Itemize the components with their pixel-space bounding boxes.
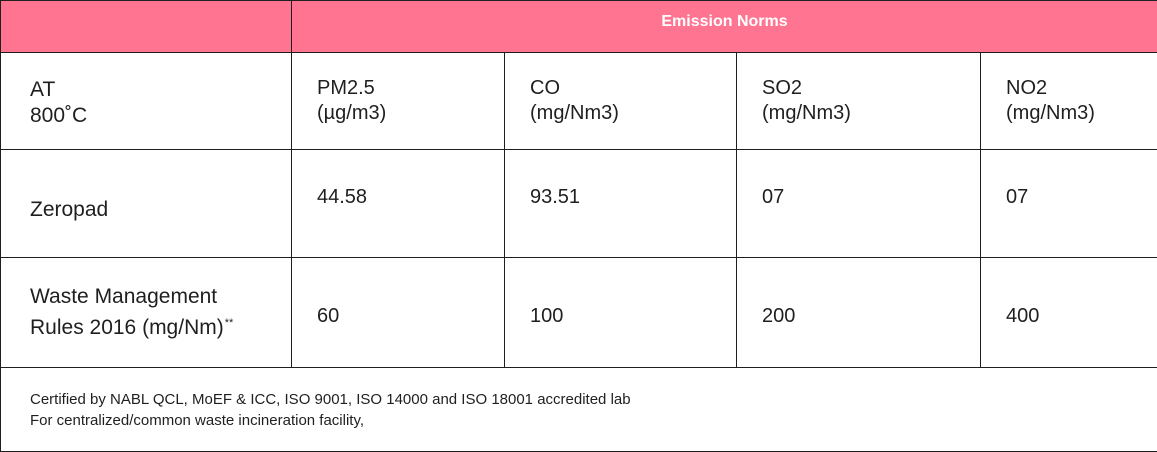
row-label-zeropad: Zeropad <box>1 150 292 258</box>
column-header-row: AT 800˚C PM2.5 (µg/m3) CO (mg/Nm3) SO2 (… <box>1 53 1157 150</box>
value-cell-pm25: 60 <box>292 258 505 368</box>
column-header-name: CO <box>530 76 736 101</box>
column-header-unit: (mg/Nm3) <box>762 101 980 126</box>
value-cell-no2: 400 <box>981 258 1157 368</box>
column-header-name: PM2.5 <box>317 76 504 101</box>
column-header-so2: SO2 (mg/Nm3) <box>737 53 981 150</box>
value-cell-so2: 200 <box>737 258 981 368</box>
value-cell-so2: 07 <box>737 150 981 258</box>
temperature-label-line2: 800˚C <box>30 103 291 129</box>
column-header-unit: (µg/m3) <box>317 101 504 126</box>
column-header-co: CO (mg/Nm3) <box>505 53 737 150</box>
value-cell-no2: 07 <box>981 150 1157 258</box>
column-header-name: SO2 <box>762 76 980 101</box>
row-label-line2: Rules 2016 (mg/Nm)** <box>30 310 291 341</box>
header-row: Emission Norms <box>1 1 1157 53</box>
column-header-unit: (mg/Nm3) <box>1006 101 1157 126</box>
column-header-pm25: PM2.5 (µg/m3) <box>292 53 505 150</box>
temperature-label-line1: AT <box>30 77 291 103</box>
header-title-cell: Emission Norms <box>292 1 1157 53</box>
table-row: Waste Management Rules 2016 (mg/Nm)** 60… <box>1 258 1157 368</box>
column-header-name: NO2 <box>1006 76 1157 101</box>
footer-row: Certified by NABL QCL, MoEF & ICC, ISO 9… <box>1 368 1157 452</box>
row-label-line1: Waste Management <box>30 284 291 310</box>
column-header-unit: (mg/Nm3) <box>530 101 736 126</box>
header-empty-cell <box>1 1 292 53</box>
value-cell-co: 93.51 <box>505 150 737 258</box>
column-header-no2: NO2 (mg/Nm3) <box>981 53 1157 150</box>
row-label-line2-text: Rules 2016 (mg/Nm) <box>30 316 224 339</box>
footnote-mark: ** <box>225 317 234 329</box>
temperature-label-cell: AT 800˚C <box>1 53 292 150</box>
value-cell-pm25: 44.58 <box>292 150 505 258</box>
footer-note-facility: For centralized/common waste incineratio… <box>30 410 1157 431</box>
table-row: Zeropad 44.58 93.51 07 07 <box>1 150 1157 258</box>
row-label-waste-management: Waste Management Rules 2016 (mg/Nm)** <box>1 258 292 368</box>
value-cell-co: 100 <box>505 258 737 368</box>
footer-note-certification: Certified by NABL QCL, MoEF & ICC, ISO 9… <box>30 389 1157 410</box>
table-title: Emission Norms <box>661 3 787 31</box>
footer-notes-cell: Certified by NABL QCL, MoEF & ICC, ISO 9… <box>1 368 1157 452</box>
